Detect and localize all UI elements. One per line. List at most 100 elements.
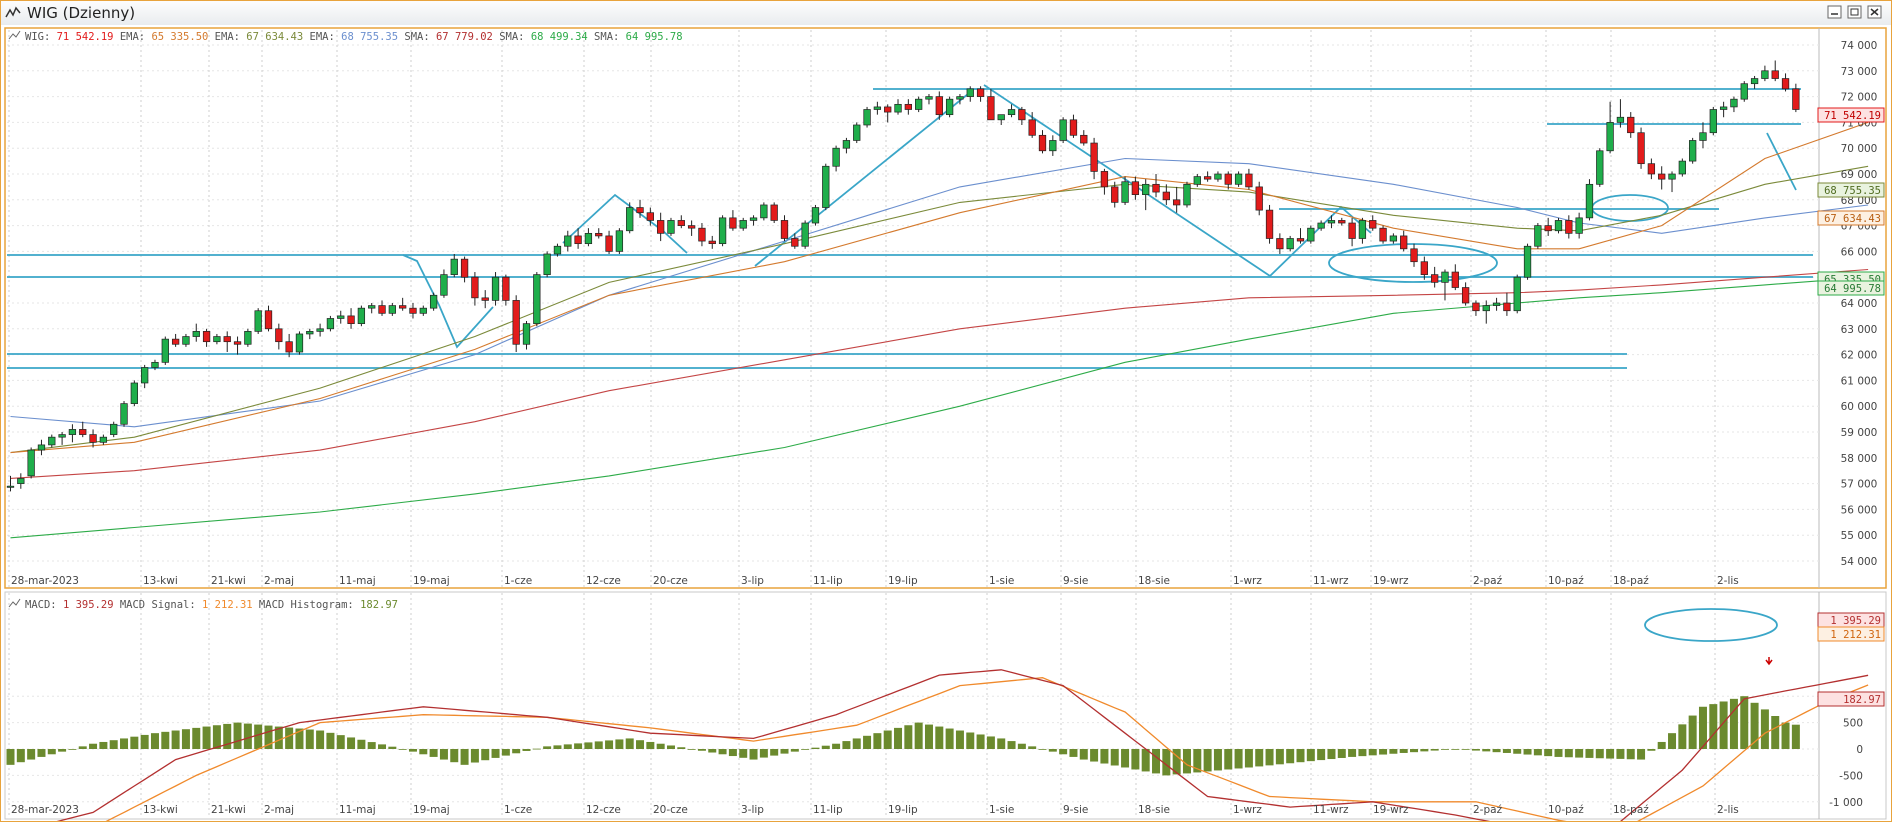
histogram-bar — [336, 735, 345, 749]
histogram-bar — [1781, 722, 1790, 749]
legend-label: EMA: — [114, 31, 152, 43]
candle — [1069, 114, 1078, 138]
histogram-bar — [522, 749, 531, 751]
candle-body — [1565, 220, 1573, 234]
candle — [285, 333, 293, 358]
legend-value: 71 542.19 — [57, 31, 114, 43]
x-tick-label: 10-paź — [1548, 575, 1584, 587]
histogram-bar — [532, 748, 541, 750]
candle — [574, 228, 582, 249]
candle-body — [429, 294, 438, 309]
candle — [89, 429, 97, 448]
candle — [1730, 96, 1738, 113]
candle — [192, 323, 200, 342]
histogram-bar — [646, 741, 655, 749]
candle-body — [27, 449, 35, 477]
candle — [151, 359, 159, 371]
restore-icon[interactable] — [1847, 5, 1863, 20]
candle-body — [1513, 276, 1521, 312]
candle-body — [1668, 173, 1676, 180]
candle — [1234, 171, 1243, 187]
macd-panel-frame — [4, 591, 1887, 820]
candle-body — [1461, 287, 1470, 304]
x-tick-label: 11-lip — [813, 575, 843, 587]
histogram-bar — [543, 746, 552, 749]
x-tick-label: 28-mar-2023 — [11, 575, 79, 587]
chart-area[interactable]: 74 000 73 000 72 000 71 000 70 000 69 000 68 0… — [1, 25, 1891, 821]
candle — [945, 96, 954, 118]
price-label-text: 64 995.78 — [1824, 283, 1881, 295]
downtrend-line-august — [983, 84, 1271, 277]
candle — [987, 88, 995, 121]
candle — [832, 145, 840, 172]
histogram-bar — [1616, 749, 1625, 759]
candle — [79, 421, 87, 438]
x-tick-label: 19-wrz — [1373, 804, 1409, 816]
candle-body — [1730, 98, 1738, 108]
candle — [1761, 65, 1769, 82]
candle-body — [997, 114, 1005, 121]
candle-body — [192, 331, 200, 337]
x-tick-label: 19-maj — [413, 575, 450, 587]
candle-body — [120, 403, 128, 425]
candle-body — [595, 232, 603, 237]
candle — [976, 86, 985, 102]
histogram-bar — [99, 741, 108, 749]
histogram-bar — [759, 749, 768, 758]
x-tick-label: 1-wrz — [1233, 575, 1262, 587]
close-icon[interactable] — [1867, 5, 1883, 20]
histogram-bar — [347, 737, 356, 749]
candle-body — [213, 336, 221, 343]
candle — [1369, 215, 1377, 231]
histogram-bar — [1048, 749, 1057, 752]
candle-body — [1183, 183, 1191, 206]
x-tick-label: 11-wrz — [1313, 804, 1349, 816]
candle — [543, 251, 551, 278]
candle — [1792, 83, 1800, 113]
histogram-bar — [666, 745, 675, 749]
candle-body — [1431, 274, 1439, 283]
down-arrow-icon — [1765, 657, 1773, 666]
histogram-bar — [171, 730, 180, 749]
candle-body — [1575, 217, 1583, 234]
candle — [1358, 217, 1367, 244]
minimize-icon[interactable] — [1827, 5, 1843, 20]
histogram-bar — [656, 743, 665, 749]
histogram-bar — [27, 749, 36, 760]
candle-body — [1173, 199, 1181, 206]
candle — [17, 473, 25, 489]
candle-body — [615, 230, 624, 252]
candle-body — [1327, 220, 1336, 224]
candle — [1750, 75, 1759, 89]
price-label-text: 71 542.19 — [1824, 110, 1881, 122]
histogram-bar — [718, 749, 727, 755]
candle-body — [1410, 248, 1418, 263]
candle-body — [1472, 302, 1480, 312]
histogram-bar — [1668, 733, 1677, 749]
histogram-bar — [997, 738, 1006, 749]
histogram-bar — [1637, 749, 1646, 760]
title-bar[interactable]: WIG (Dzienny) — [1, 1, 1891, 26]
histogram-bar — [563, 744, 572, 749]
candle — [770, 202, 778, 224]
sma_50-line — [10, 157, 1869, 428]
histogram-bar — [295, 728, 304, 749]
candle — [1296, 228, 1305, 244]
histogram-bar — [233, 722, 242, 749]
candle-body — [223, 336, 231, 343]
histogram-bar — [419, 749, 428, 755]
candle-body — [409, 307, 417, 314]
x-tick-label: 2-paź — [1473, 804, 1503, 816]
macd-value-label-box — [1817, 626, 1885, 642]
candle-body — [667, 220, 675, 234]
candle — [1090, 137, 1098, 180]
x-tick-label: 1-sie — [989, 575, 1014, 587]
candle-body — [151, 361, 159, 368]
histogram-bar — [821, 745, 830, 749]
candle — [1523, 243, 1532, 280]
price-label-text: 68 755.35 — [1824, 185, 1881, 197]
histogram-bar — [192, 727, 201, 749]
candle-body — [729, 217, 737, 229]
x-tick-label: 28-mar-2023 — [11, 804, 79, 816]
histogram-bar — [1152, 749, 1161, 774]
